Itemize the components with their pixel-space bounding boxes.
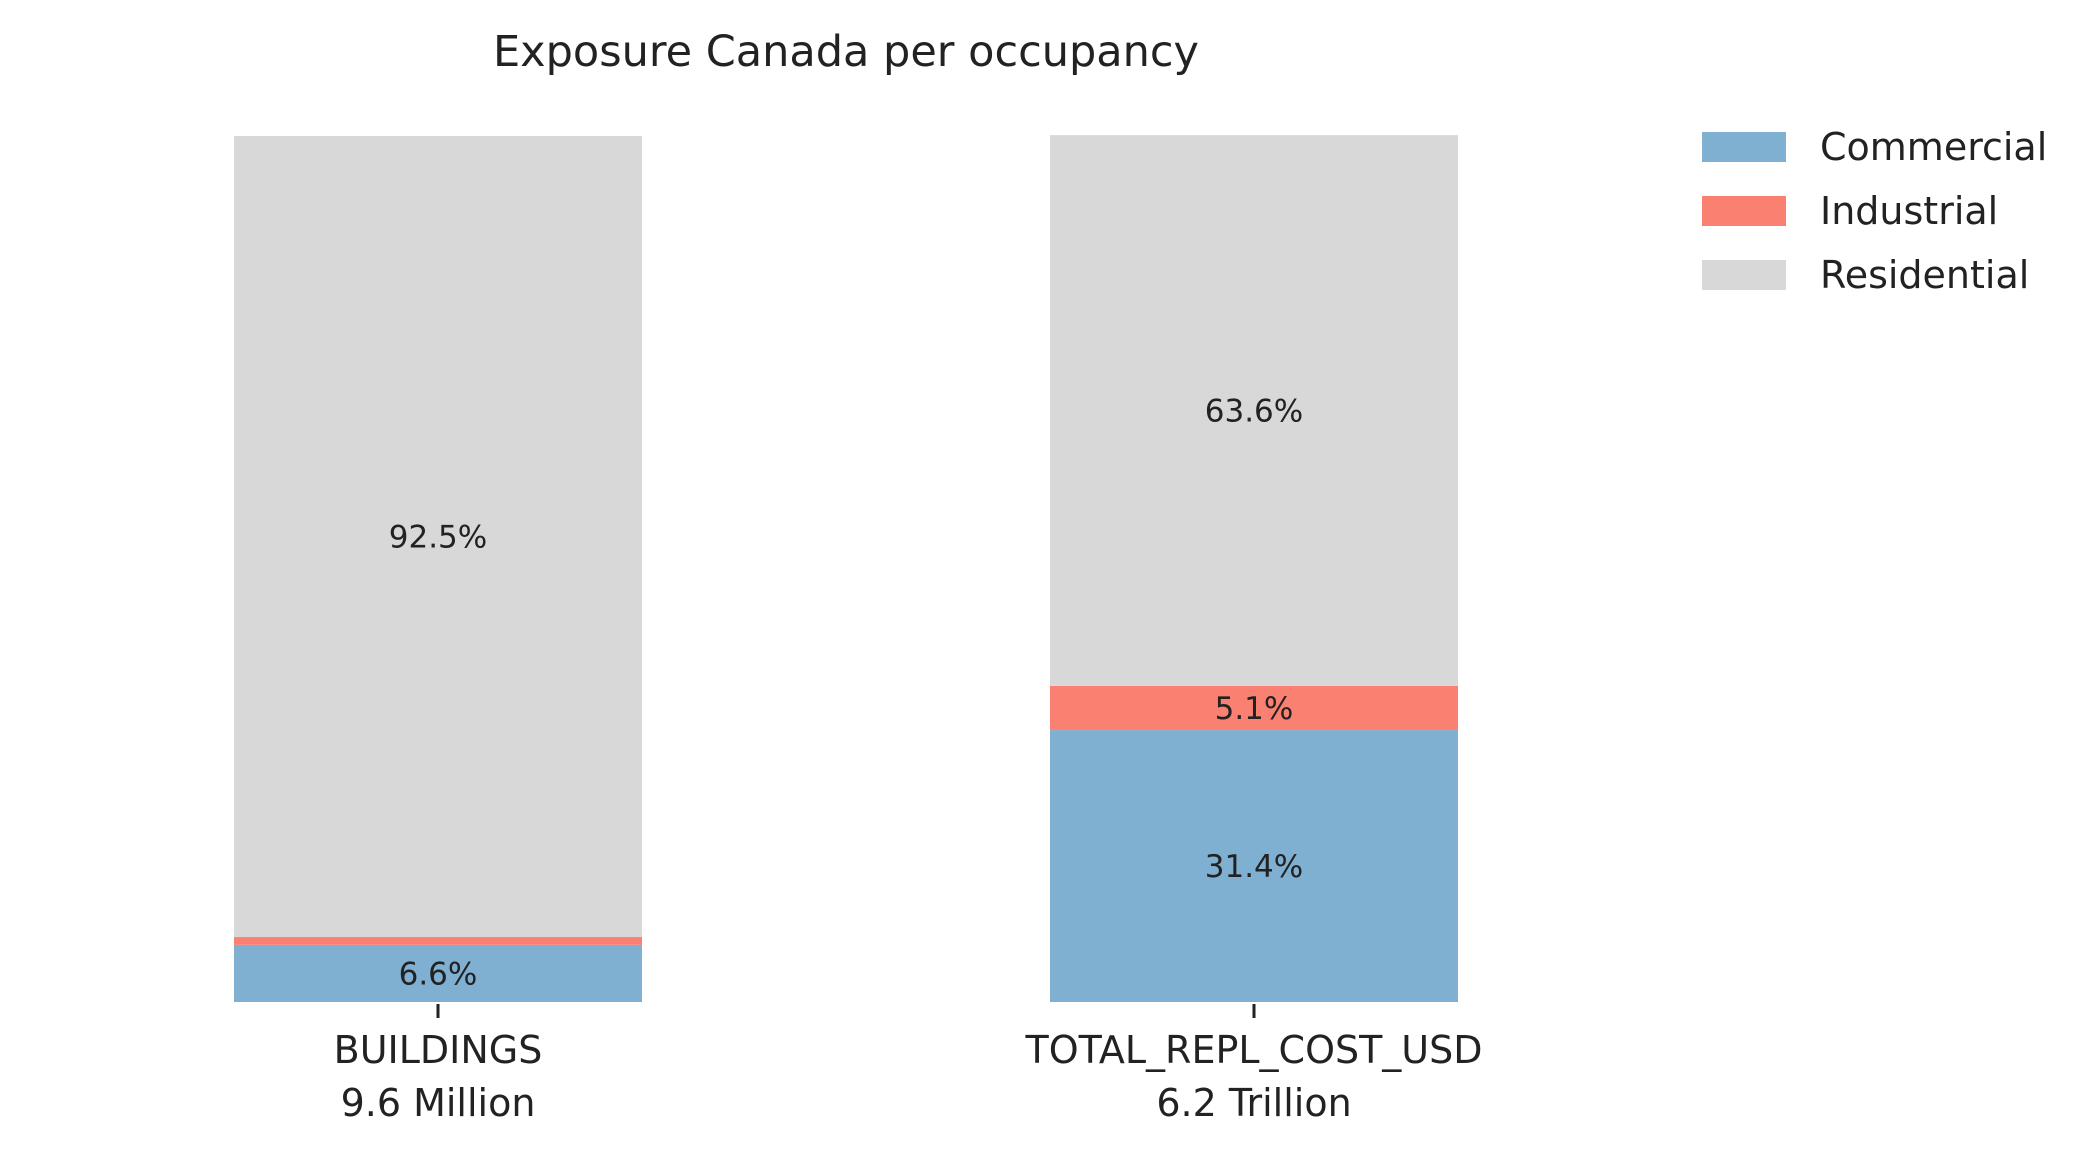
legend-swatch-residential (1702, 260, 1786, 290)
x-tick-sublabel: 9.6 Million (341, 1081, 536, 1125)
x-tick-label: BUILDINGS (334, 1028, 543, 1072)
legend: Commercial Industrial Residential (1702, 125, 2047, 297)
x-tick-sublabel: 6.2 Trillion (1156, 1081, 1351, 1125)
legend-label-industrial: Industrial (1820, 189, 1998, 233)
bar-segment-residential-buildings (234, 136, 642, 938)
bar-segment-industrial-buildings (234, 937, 642, 945)
data-label: 92.5% (389, 520, 487, 556)
bar-segment-commercial-total_repl_cost_usd (1050, 730, 1458, 1002)
legend-label-commercial: Commercial (1820, 125, 2047, 169)
x-axis: BUILDINGS 9.6 Million TOTAL_REPL_COST_USD 6… (334, 1004, 1483, 1125)
x-tick-label: TOTAL_REPL_COST_USD (1024, 1028, 1482, 1072)
data-label: 63.6% (1205, 394, 1303, 430)
data-label: 6.6% (399, 956, 478, 992)
bar-segment-industrial-total_repl_cost_usd (1050, 685, 1458, 731)
data-label: 31.4% (1205, 849, 1303, 885)
legend-label-residential: Residential (1820, 253, 2029, 297)
bar-segment-commercial-buildings (234, 944, 642, 1002)
chart-title: Exposure Canada per occupancy (493, 27, 1199, 77)
bars-layer (234, 135, 1458, 1002)
legend-swatch-industrial (1702, 196, 1786, 226)
data-labels-layer: 6.6% 92.5% 31.4% 5.1% 63.6% (389, 394, 1303, 993)
bar-segment-residential-total_repl_cost_usd (1050, 135, 1458, 686)
data-label: 5.1% (1215, 691, 1294, 727)
legend-swatch-commercial (1702, 132, 1786, 162)
